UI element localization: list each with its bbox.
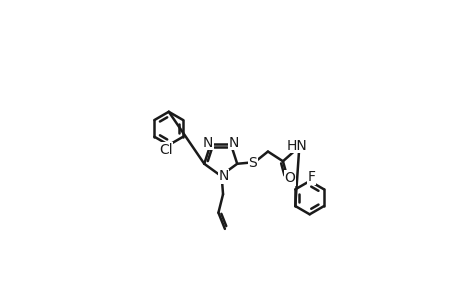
Text: N: N bbox=[228, 136, 238, 150]
Text: N: N bbox=[202, 136, 213, 150]
Text: HN: HN bbox=[286, 139, 307, 153]
Text: N: N bbox=[218, 169, 228, 183]
Text: Cl: Cl bbox=[159, 143, 173, 157]
Text: F: F bbox=[307, 170, 315, 184]
Text: O: O bbox=[284, 171, 295, 185]
Text: S: S bbox=[248, 156, 257, 170]
